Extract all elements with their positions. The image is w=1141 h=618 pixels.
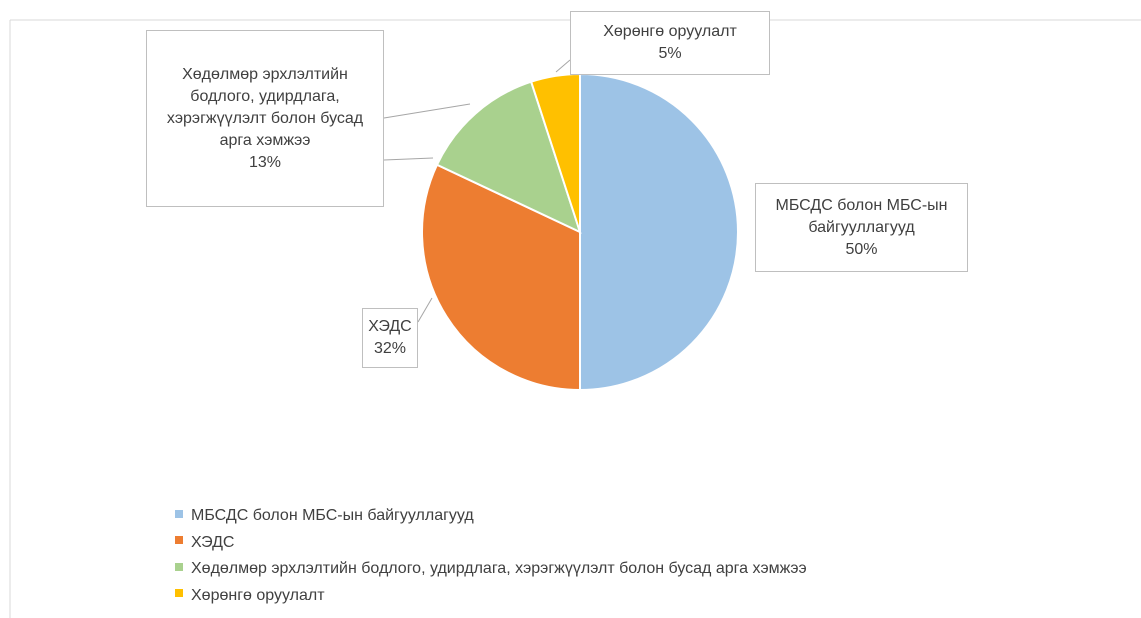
label-value: 5% bbox=[658, 45, 682, 62]
legend-label: Хөрөнгө оруулалт bbox=[191, 586, 325, 604]
data-label: МБСДС болон МБС-ын байгууллагууд 50% bbox=[755, 183, 968, 272]
legend-swatch bbox=[175, 509, 183, 518]
data-label: ХЭДС 32% bbox=[362, 308, 418, 368]
legend-swatch bbox=[175, 589, 183, 598]
legend-item: Хөдөлмөр эрхлэлтийн бодлого, удирдлага, … bbox=[175, 556, 807, 583]
legend-item: ХЭДС bbox=[175, 530, 807, 557]
leader-line bbox=[383, 157, 434, 161]
label-category: МБСДС болон МБС-ын байгууллагууд bbox=[775, 196, 948, 236]
leader-line bbox=[555, 59, 571, 73]
legend: МБСДС болон МБС-ын байгууллагууд ХЭДС Хөдө… bbox=[175, 503, 807, 609]
label-category: Хөрөнгө оруулалт bbox=[603, 23, 737, 40]
legend-item: МБСДС болон МБС-ын байгууллагууд bbox=[175, 503, 807, 530]
legend-label: ХЭДС bbox=[191, 533, 235, 551]
legend-label: Хөдөлмөр эрхлэлтийн бодлого, удирдлага, … bbox=[191, 560, 807, 577]
legend-swatch bbox=[175, 536, 183, 545]
legend-label: МБСДС болон МБС-ын байгууллагууд bbox=[191, 507, 474, 524]
leader-line bbox=[417, 297, 433, 323]
pie-slice bbox=[421, 163, 581, 392]
data-label: Хөрөнгө оруулалт 5% bbox=[570, 11, 770, 75]
pie-slice bbox=[435, 80, 582, 234]
leader-line bbox=[383, 103, 471, 119]
legend-item: Хөрөнгө оруулалт bbox=[175, 583, 807, 610]
label-category: ХЭДС bbox=[368, 318, 412, 335]
label-value: 13% bbox=[248, 153, 282, 171]
label-value: 32% bbox=[373, 340, 407, 357]
label-category: Хөдөлмөр эрхлэлтийн бодлого, удирдлага, … bbox=[166, 65, 364, 149]
pie-slice bbox=[579, 72, 739, 392]
data-label: Хөдөлмөр эрхлэлтийн бодлого, удирдлага, … bbox=[146, 30, 384, 207]
legend-swatch bbox=[175, 562, 183, 571]
label-value: 50% bbox=[845, 240, 878, 258]
